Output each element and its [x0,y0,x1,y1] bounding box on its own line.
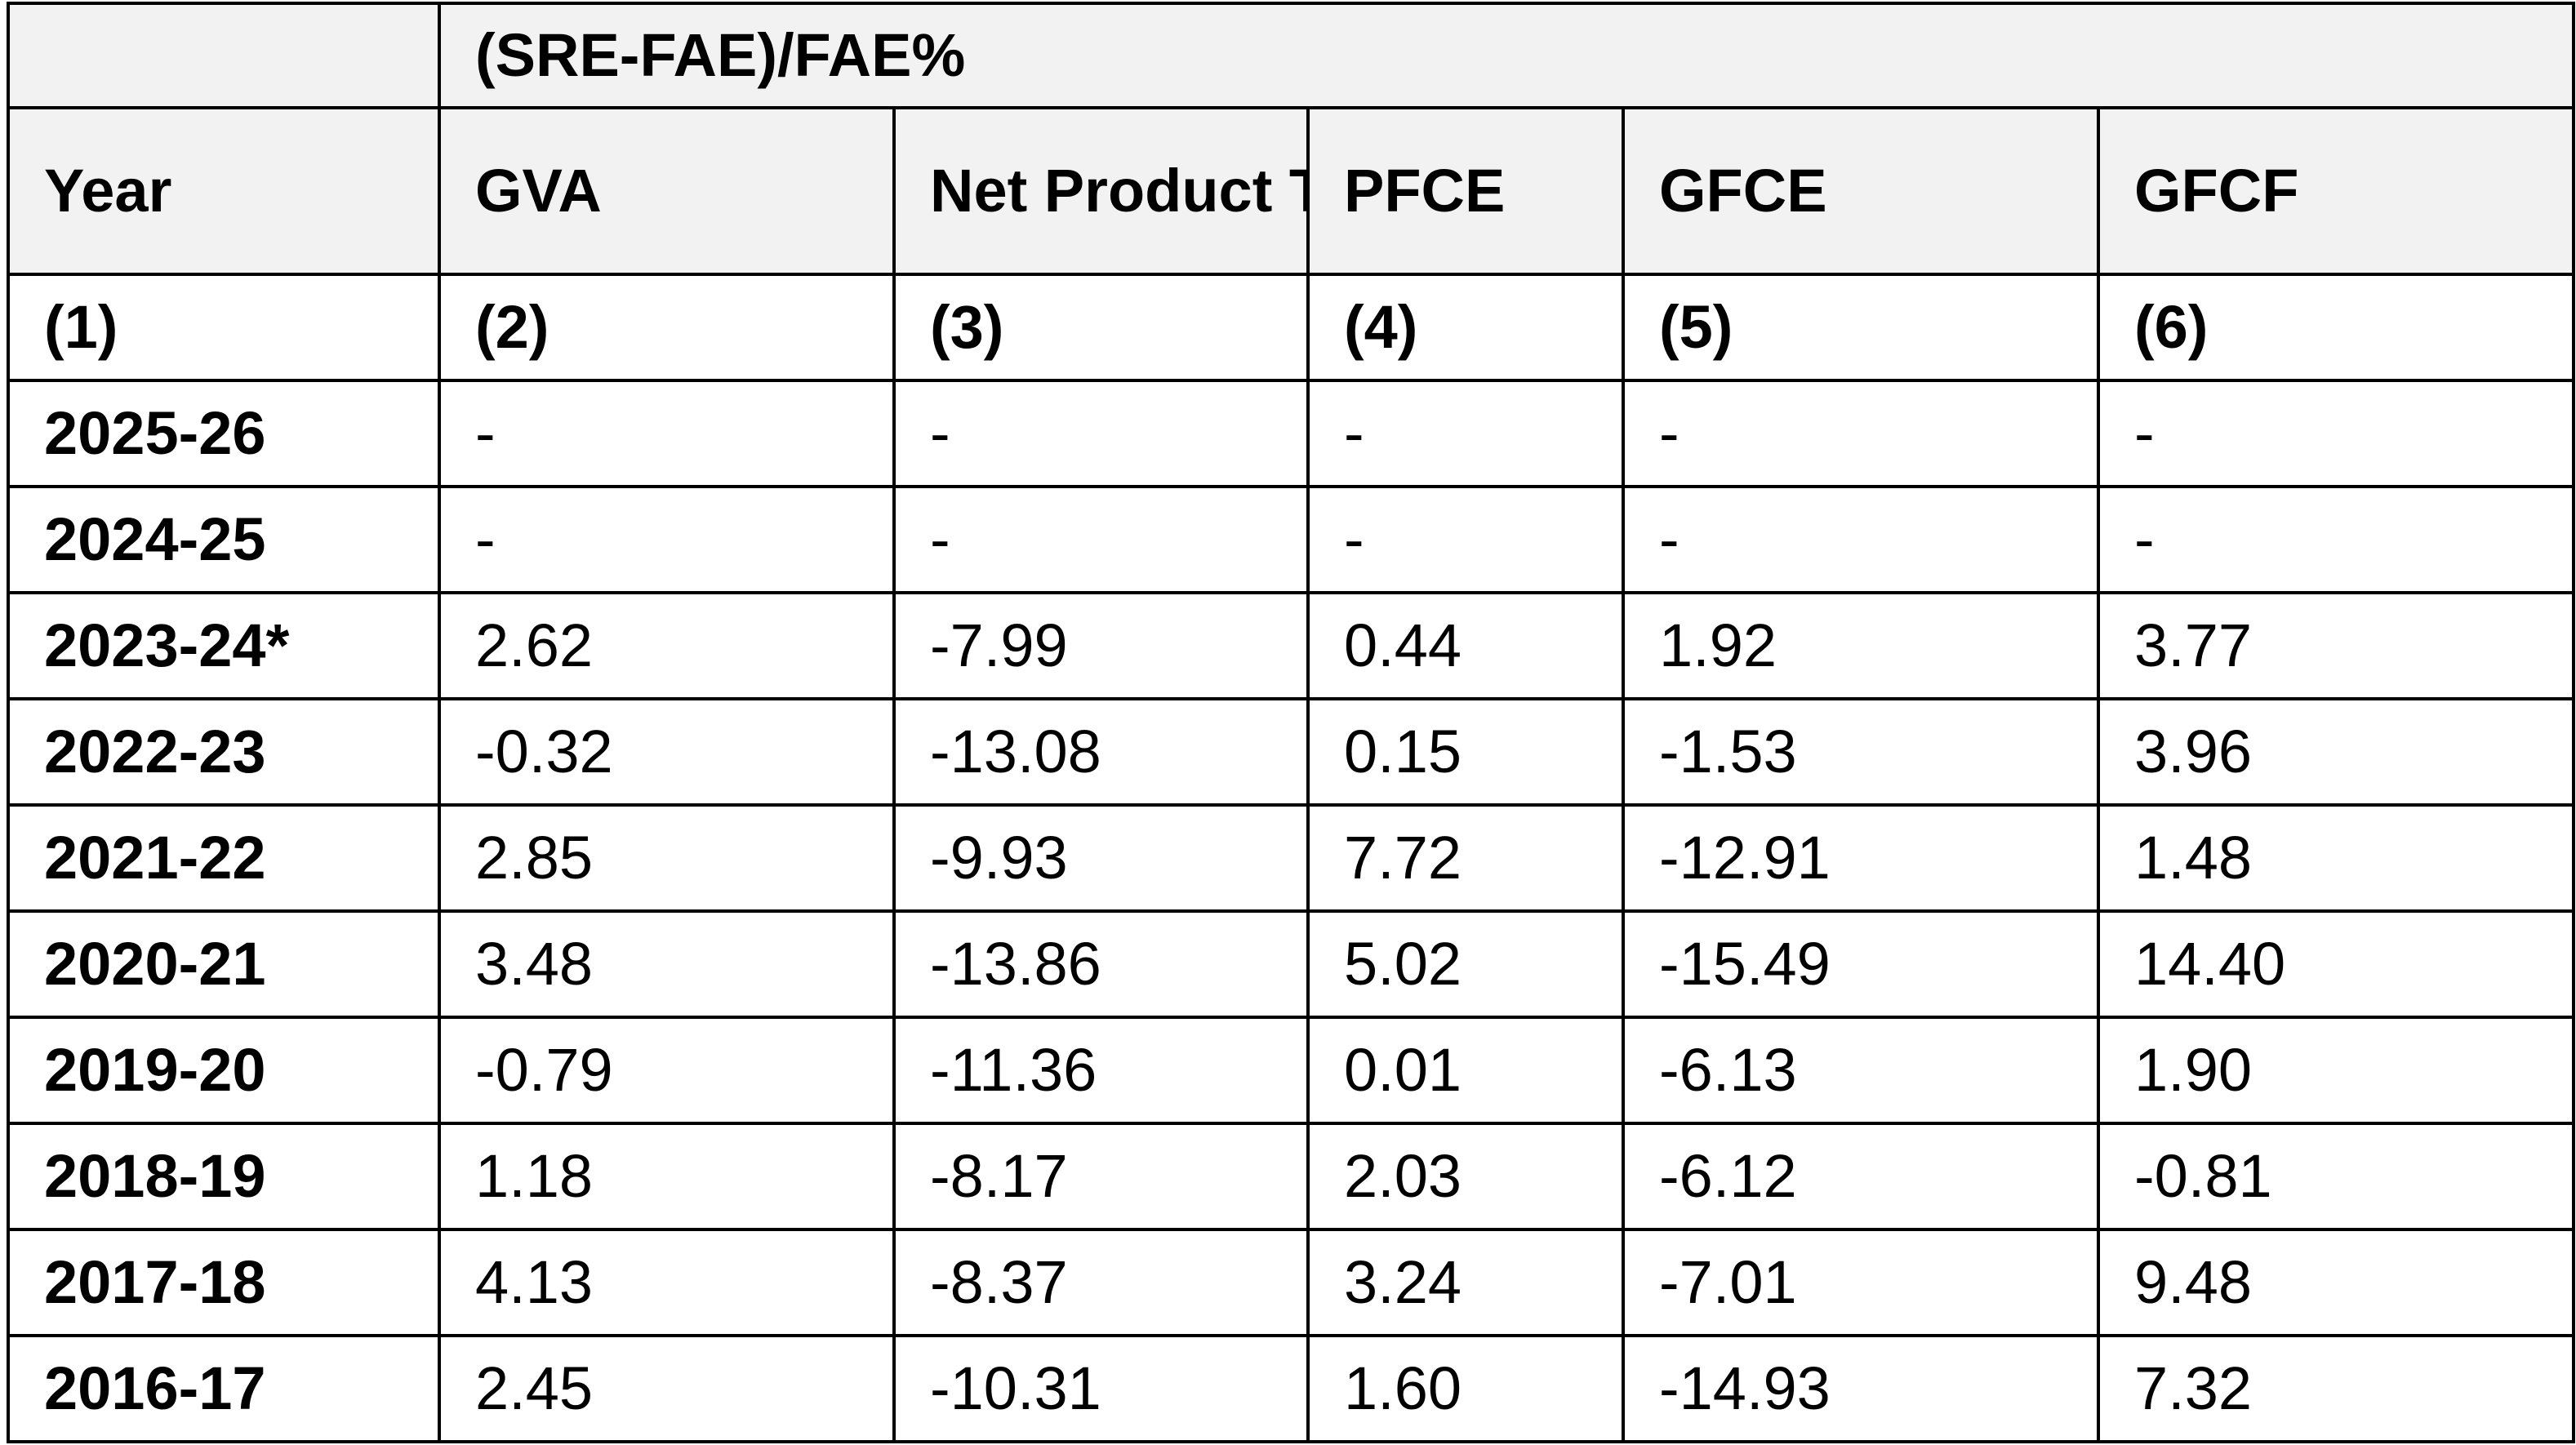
table-row: 2021-22 2.85 -9.93 7.72 -12.91 1.48 [7,803,2576,913]
value-cell: 3.77 [2096,591,2576,700]
table-row: 2022-23 -0.32 -13.08 0.15 -1.53 3.96 [7,697,2576,807]
year-cell: 2023-24* [7,591,441,700]
value-cell: 5.02 [1306,909,1625,1019]
table-row: 2020-21 3.48 -13.86 5.02 -15.49 14.40 [7,909,2576,1019]
table-row: 2018-19 1.18 -8.17 2.03 -6.12 -0.81 [7,1122,2576,1231]
year-cell: 2019-20 [7,1016,441,1125]
value-cell: 14.40 [2096,909,2576,1019]
column-number: (2) [438,273,896,382]
value-cell: - [1622,379,2100,488]
table-row: 2017-18 4.13 -8.37 3.24 -7.01 9.48 [7,1228,2576,1337]
group-header: (SRE-FAE)/FAE% [437,2,2576,109]
value-cell: 0.44 [1306,591,1625,700]
value-cell: 4.13 [438,1228,896,1337]
column-number: (5) [1622,273,2100,382]
value-cell: -11.36 [892,1016,1310,1125]
value-cell: -9.93 [892,803,1310,913]
value-cell: 3.48 [438,909,896,1019]
value-cell: - [1622,485,2100,594]
column-number: (1) [7,273,441,382]
value-cell: - [2096,379,2576,488]
year-cell: 2025-26 [7,379,441,488]
year-cell: 2022-23 [7,697,441,807]
table-row: 2024-25- - - - - [7,485,2576,594]
value-cell: 1.60 [1306,1334,1625,1443]
year-cell: 2016-17 [7,1334,441,1443]
year-cell: 2017-18 [7,1228,441,1337]
column-header-pfce: PFCE [1306,106,1625,276]
value-cell: 2.62 [438,591,896,700]
value-cell: 0.01 [1306,1016,1625,1125]
value-cell: -8.17 [892,1122,1310,1231]
table-row: 2019-20 -0.79 -11.36 0.01 -6.13 1.90 [7,1016,2576,1125]
column-number-row: (1) (2) (3) (4) (5) (6) [7,273,2576,382]
value-cell: - [892,485,1310,594]
column-header-net-product-taxes: Net Product Taxes [892,106,1310,276]
value-cell: -13.86 [892,909,1310,1019]
year-cell: 2024-25 [7,485,441,594]
value-cell: -0.81 [2096,1122,2576,1231]
value-cell: -1.53 [1622,697,2100,807]
value-cell: - [2096,485,2576,594]
column-number: (4) [1306,273,1625,382]
column-header-gfce: GFCE [1622,106,2100,276]
value-cell: - [1306,379,1625,488]
value-cell: 3.96 [2096,697,2576,807]
value-cell: 2.45 [438,1334,896,1443]
column-header-row: Year GVA Net Product Taxes PFCE GFCE GFC… [7,106,2576,276]
value-cell: -15.49 [1622,909,2100,1019]
value-cell: 0.15 [1306,697,1625,807]
value-cell: 7.72 [1306,803,1625,913]
value-cell: 7.32 [2096,1334,2576,1443]
value-cell: 9.48 [2096,1228,2576,1337]
value-cell: -6.13 [1622,1016,2100,1125]
value-cell: 1.90 [2096,1016,2576,1125]
value-cell: - [892,379,1310,488]
value-cell: 1.48 [2096,803,2576,913]
year-cell: 2020-21 [7,909,441,1019]
value-cell: -8.37 [892,1228,1310,1337]
column-header-gfcf: GFCF [2096,106,2576,276]
data-table: (SRE-FAE)/FAE% Year GVA Net Product Taxe… [7,2,2576,1443]
value-cell: -6.12 [1622,1122,2100,1231]
column-number: (6) [2096,273,2576,382]
value-cell: 1.92 [1622,591,2100,700]
table-row: 2025-26- - - - - [7,379,2576,488]
value-cell: 1.18 [438,1122,896,1231]
value-cell: -0.79 [438,1016,896,1125]
value-cell: -0.32 [438,697,896,807]
group-header-row: (SRE-FAE)/FAE% [7,2,2576,109]
column-number: (3) [892,273,1310,382]
empty-corner-cell [7,2,441,109]
value-cell: 3.24 [1306,1228,1625,1337]
value-cell: -13.08 [892,697,1310,807]
table-row: 2023-24* 2.62 -7.99 0.44 1.92 3.77 [7,591,2576,700]
value-cell: -7.01 [1622,1228,2100,1337]
value-cell: -14.93 [1622,1334,2100,1443]
value-cell: - [438,485,896,594]
year-cell: 2021-22 [7,803,441,913]
column-header-gva: GVA [438,106,896,276]
value-cell: -12.91 [1622,803,2100,913]
table-row: 2016-17 2.45 -10.31 1.60 -14.93 7.32 [7,1334,2576,1443]
value-cell: 2.03 [1306,1122,1625,1231]
year-cell: 2018-19 [7,1122,441,1231]
value-cell: - [1306,485,1625,594]
column-header-year: Year [7,106,441,276]
value-cell: -7.99 [892,591,1310,700]
value-cell: 2.85 [438,803,896,913]
value-cell: - [438,379,896,488]
value-cell: -10.31 [892,1334,1310,1443]
